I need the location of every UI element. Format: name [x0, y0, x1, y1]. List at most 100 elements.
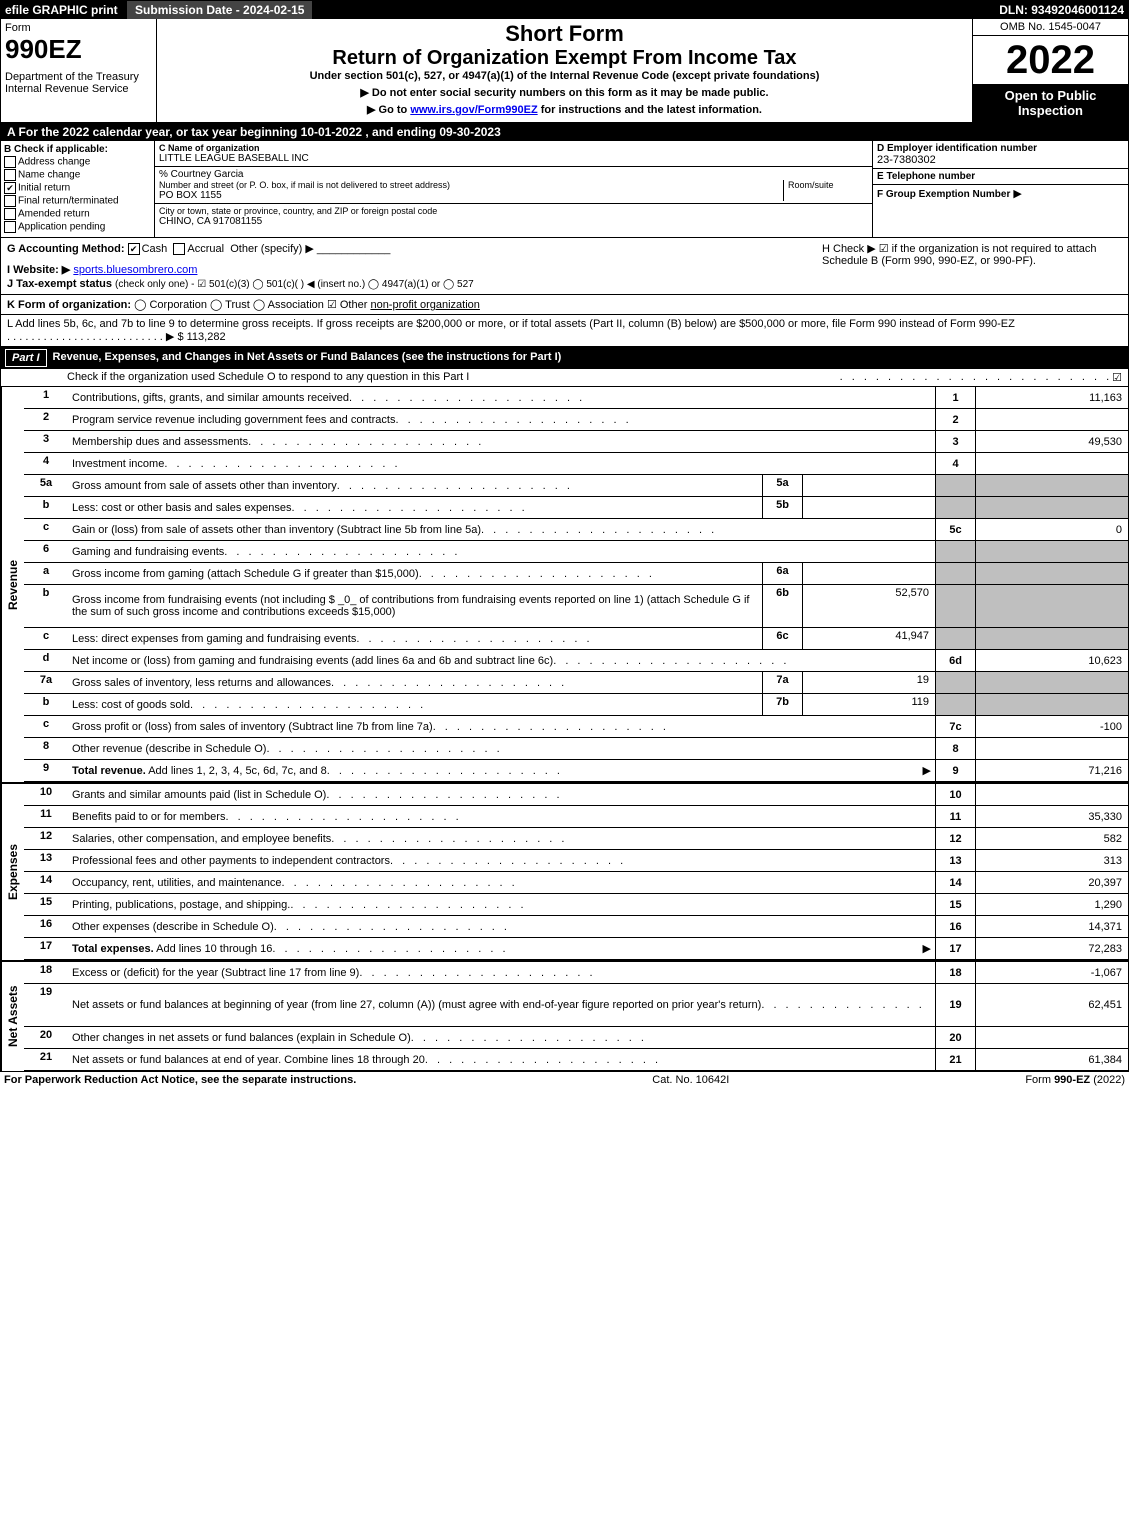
ein-value: 23-7380302 — [877, 154, 1124, 166]
return-title: Return of Organization Exempt From Incom… — [163, 47, 966, 70]
footer-right: Form 990-EZ (2022) — [1025, 1074, 1125, 1086]
line-desc: Gaming and fundraising events . . . . . … — [68, 541, 935, 562]
right-line-number: 12 — [935, 828, 975, 849]
g-accrual-check[interactable] — [173, 243, 185, 255]
right-line-number: 11 — [935, 806, 975, 827]
table-row: 18Excess or (deficit) for the year (Subt… — [24, 962, 1128, 984]
line-number: c — [24, 716, 68, 737]
table-row: 20Other changes in net assets or fund ba… — [24, 1027, 1128, 1049]
line-desc: Excess or (deficit) for the year (Subtra… — [68, 962, 935, 983]
b-initial[interactable]: ✔Initial return — [4, 182, 151, 194]
mid-line-value — [802, 475, 935, 496]
right-line-value — [975, 541, 1128, 562]
room-label: Room/suite — [788, 180, 868, 190]
dots: . . . . . . . . . . . . . . . . . . . . — [331, 677, 758, 689]
mid-line-number: 7a — [762, 672, 802, 693]
line-desc: Program service revenue including govern… — [68, 409, 935, 430]
table-row: cGross profit or (loss) from sales of in… — [24, 716, 1128, 738]
dots: . . . . . . . . . . . . . . . . . . . . — [274, 921, 931, 933]
line-number: 12 — [24, 828, 68, 849]
arrow-icon: ▶ — [923, 764, 931, 777]
table-row: 19Net assets or fund balances at beginni… — [24, 984, 1128, 1027]
d-label: D Employer identification number — [877, 143, 1124, 154]
line-number: 2 — [24, 409, 68, 430]
footer-mid: Cat. No. 10642I — [652, 1074, 729, 1086]
line-number: b — [24, 497, 68, 518]
line-number: 1 — [24, 387, 68, 408]
tax-year: 2022 — [973, 36, 1128, 84]
right-line-value: 10,623 — [975, 650, 1128, 671]
line-number: 13 — [24, 850, 68, 871]
right-line-number: 9 — [935, 760, 975, 781]
right-line-value: 1,290 — [975, 894, 1128, 915]
g-cash-check[interactable]: ✔ — [128, 243, 140, 255]
city-label: City or town, state or province, country… — [159, 206, 868, 216]
part-i-title: Revenue, Expenses, and Changes in Net As… — [47, 349, 568, 367]
b-final[interactable]: Final return/terminated — [4, 195, 151, 207]
line-desc: Total expenses. Add lines 10 through 16 … — [68, 938, 935, 959]
table-row: 2Program service revenue including gover… — [24, 409, 1128, 431]
b-name[interactable]: Name change — [4, 169, 151, 181]
irs-link[interactable]: www.irs.gov/Form990EZ — [410, 104, 537, 116]
line-desc: Printing, publications, postage, and shi… — [68, 894, 935, 915]
dots: . . . . . . . . . . . . . . . . . . . . — [349, 392, 931, 404]
right-line-value: 11,163 — [975, 387, 1128, 408]
header-left: Form 990EZ Department of the Treasury In… — [1, 19, 157, 122]
line-desc: Gross income from gaming (attach Schedul… — [68, 563, 762, 584]
right-line-value — [975, 475, 1128, 496]
identity-right: D Employer identification number 23-7380… — [873, 141, 1128, 237]
g-label: G Accounting Method: — [7, 243, 125, 255]
right-line-number: 17 — [935, 938, 975, 959]
line-number: 17 — [24, 938, 68, 959]
table-row: 15Printing, publications, postage, and s… — [24, 894, 1128, 916]
irs-label: Internal Revenue Service — [5, 83, 152, 95]
right-line-number: 3 — [935, 431, 975, 452]
dots: . . . . . . . . . . . . . . . . . . . . … — [469, 371, 1112, 384]
right-line-number — [935, 585, 975, 627]
b-pending[interactable]: Application pending — [4, 221, 151, 233]
line-desc: Gross income from fundraising events (no… — [68, 585, 762, 627]
c-name-block: C Name of organization LITTLE LEAGUE BAS… — [155, 141, 872, 167]
part-i-tag: Part I — [5, 349, 47, 367]
right-line-value: 14,371 — [975, 916, 1128, 937]
table-row: 4Investment income . . . . . . . . . . .… — [24, 453, 1128, 475]
right-line-value — [975, 409, 1128, 430]
table-row: 10Grants and similar amounts paid (list … — [24, 784, 1128, 806]
short-form-title: Short Form — [163, 21, 966, 47]
table-row: 17Total expenses. Add lines 10 through 1… — [24, 938, 1128, 960]
gh-row: G Accounting Method: ✔Cash Accrual Other… — [1, 238, 1128, 295]
form-word: Form — [5, 22, 152, 34]
table-row: 11Benefits paid to or for members . . . … — [24, 806, 1128, 828]
dots: . . . . . . . . . . . . . . . . . . . . — [224, 546, 931, 558]
line-number: 20 — [24, 1027, 68, 1048]
mid-line-number: 5a — [762, 475, 802, 496]
right-line-value: -100 — [975, 716, 1128, 737]
form-number: 990EZ — [5, 34, 152, 65]
b-addr[interactable]: Address change — [4, 156, 151, 168]
city-value: CHINO, CA 917081155 — [159, 216, 868, 227]
line-number: 11 — [24, 806, 68, 827]
line-number: 9 — [24, 760, 68, 781]
header-middle: Short Form Return of Organization Exempt… — [157, 19, 972, 122]
right-line-number: 20 — [935, 1027, 975, 1048]
j-text: (check only one) - ☑ 501(c)(3) ◯ 501(c)(… — [115, 279, 474, 290]
line-number: 6 — [24, 541, 68, 562]
line-a: A For the 2022 calendar year, or tax yea… — [1, 123, 1128, 141]
table-row: 1Contributions, gifts, grants, and simil… — [24, 387, 1128, 409]
side-netassets: Net Assets — [1, 962, 24, 1071]
section-d: D Employer identification number 23-7380… — [873, 141, 1128, 169]
dots: . . . . . . . . . . . . . . . . . . . . — [331, 833, 931, 845]
line-desc: Net income or (loss) from gaming and fun… — [68, 650, 935, 671]
b-amended[interactable]: Amended return — [4, 208, 151, 220]
line-number: 8 — [24, 738, 68, 759]
right-line-number — [935, 672, 975, 693]
mid-line-number: 7b — [762, 694, 802, 715]
right-line-value: 62,451 — [975, 984, 1128, 1026]
table-row: dNet income or (loss) from gaming and fu… — [24, 650, 1128, 672]
website-link[interactable]: sports.bluesombrero.com — [73, 264, 197, 276]
f-label: F Group Exemption Number — [877, 189, 1010, 200]
note2-prefix: ▶ Go to — [367, 104, 410, 116]
right-line-value — [975, 1027, 1128, 1048]
table-row: bLess: cost or other basis and sales exp… — [24, 497, 1128, 519]
h-text: H Check ▶ ☑ if the organization is not r… — [822, 243, 1097, 267]
